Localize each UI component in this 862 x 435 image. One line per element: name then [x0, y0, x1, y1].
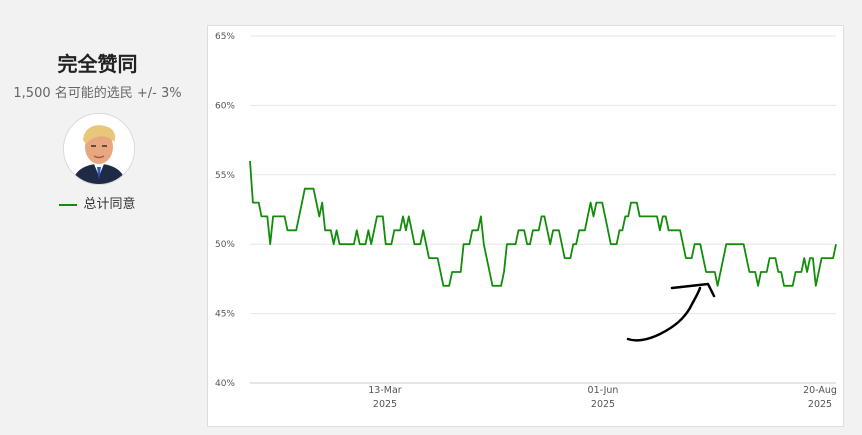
panel-title: 完全赞同: [57, 52, 138, 76]
x-tick-year: 2025: [373, 399, 397, 410]
avatar: [63, 113, 135, 185]
y-tick-label: 65%: [215, 32, 235, 42]
x-tick-year: 2025: [808, 399, 832, 410]
x-tick-label: 13-Mar: [368, 385, 402, 396]
y-tick-label: 40%: [215, 379, 235, 389]
y-tick-label: 60%: [215, 101, 235, 111]
legend-label: 总计同意: [83, 197, 136, 212]
chart-legend: 总计同意: [0, 193, 195, 212]
x-tick-label: 20-Aug: [803, 385, 837, 396]
y-tick-label: 45%: [215, 310, 235, 320]
panel-subtitle: 1,500 名可能的选民 +/- 3%: [13, 86, 182, 101]
annotation-arrow-shaft: [626, 286, 702, 342]
x-tick-year: 2025: [591, 399, 615, 410]
series-line: [249, 160, 837, 287]
candidate-panel: 完全赞同 1,500 名可能的选民 +/- 3% 总计同意: [0, 0, 205, 435]
person-portrait-icon: [64, 114, 134, 184]
chart-panel: 65% 60% 55% 50% 45% 40% 13-Mar 2025 01-Jun 2025 20…: [207, 25, 844, 427]
x-tick-label: 01-Jun: [588, 385, 619, 396]
annotation-arrow-head: [670, 282, 716, 298]
y-tick-label: 50%: [215, 240, 235, 250]
approval-line-chart: 65% 60% 55% 50% 45% 40% 13-Mar 2025 01-Jun 2025 20…: [215, 32, 837, 410]
legend-swatch: [59, 203, 78, 206]
y-tick-label: 55%: [215, 171, 235, 181]
